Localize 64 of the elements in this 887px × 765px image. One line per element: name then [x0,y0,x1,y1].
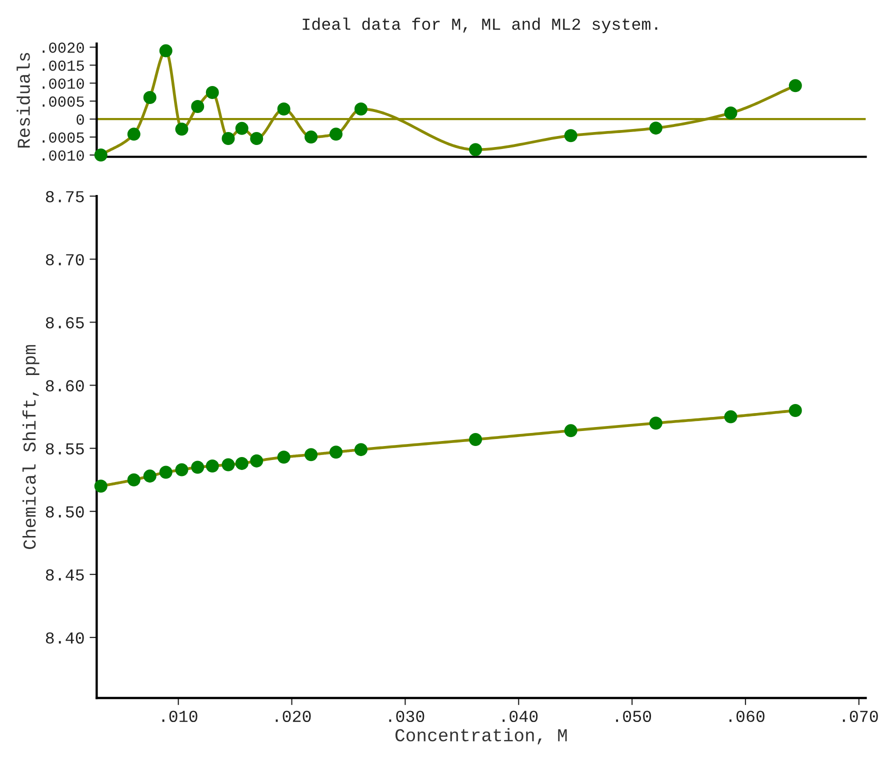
point [354,102,368,116]
x-axis-title: Concentration, M [396,728,567,744]
x-tick-label: .050 [616,710,652,722]
y-tick-label: 8.75 [46,191,84,202]
y-axis-title: Chemical Shift, ppm [22,345,40,550]
y-tick-label: .0020 [42,42,84,53]
point [206,459,219,472]
point [649,416,662,430]
point [235,122,248,135]
point [330,446,343,459]
chart-title: Ideal data for M, ML and ML2 system. [302,18,658,34]
x-tick-label: .020 [276,710,311,722]
point [159,44,172,58]
point [304,448,318,462]
point [250,454,264,468]
point [564,424,578,438]
point [222,458,235,472]
point [159,466,172,479]
point [564,129,578,142]
point [724,106,738,120]
point [127,128,140,141]
y-tick-label: 8.40 [46,632,84,644]
y-tick-label: 8.60 [46,380,84,392]
y-tick-label: .0015 [42,60,84,71]
point [175,463,188,476]
point [330,128,343,141]
point [469,143,482,156]
x-tick-label: .040 [502,710,538,722]
point [277,102,290,116]
point [649,122,662,135]
point [354,443,368,456]
y-axis-title: Residuals [16,52,30,148]
point [175,122,188,136]
point [94,148,108,162]
x-tick-label: .030 [389,710,424,722]
point [143,91,156,104]
point [206,86,219,99]
point [191,100,204,114]
y-tick-label: .0005 [42,132,84,143]
y-tick-label: 8.70 [46,254,84,266]
y-tick-label: 0 [76,114,84,125]
point [724,410,738,424]
point [469,432,482,446]
point [94,480,108,493]
point [191,460,204,474]
y-tick-label: .0005 [42,96,84,107]
point [250,132,264,145]
point [222,132,235,145]
point [788,404,802,418]
point [277,450,290,464]
y-tick-label: 8.50 [46,506,84,518]
y-tick-label: .0010 [42,78,84,89]
point [235,456,248,470]
point [127,473,140,486]
y-tick-label: 8.55 [46,443,84,455]
y-tick-label: .0010 [42,150,84,161]
y-tick-label: 8.65 [46,317,84,328]
x-tick-label: .070 [842,710,878,722]
x-tick-label: .060 [730,710,764,722]
y-tick-label: 8.45 [46,569,84,581]
point [304,130,318,144]
x-tick-label: .010 [162,710,198,722]
point [143,470,156,483]
point [788,79,802,92]
